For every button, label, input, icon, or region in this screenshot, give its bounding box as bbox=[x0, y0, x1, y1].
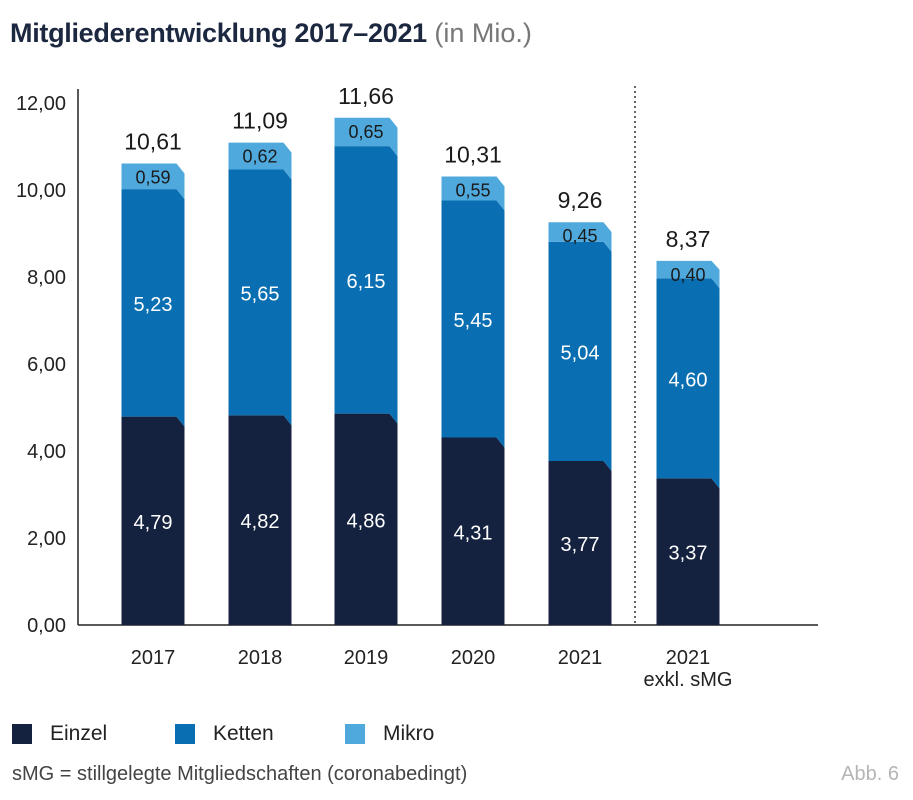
x-tick-label: 2019 bbox=[344, 647, 389, 669]
legend-label-einzel: Einzel bbox=[50, 722, 108, 745]
stacked-bar-chart: 0,00 2,00 4,00 6,00 8,00 10,00 12,00 4,79 5,23 0,… bbox=[16, 83, 818, 691]
total-label: 9,26 bbox=[558, 187, 603, 213]
legend-swatch-einzel bbox=[12, 724, 32, 744]
value-label-ketten: 5,45 bbox=[454, 310, 493, 332]
value-label-mikro: 0,65 bbox=[348, 122, 383, 142]
value-label-einzel: 4,86 bbox=[347, 510, 386, 532]
legend-label-ketten: Ketten bbox=[213, 722, 274, 745]
y-tick-label: 2,00 bbox=[27, 528, 66, 550]
bar-segment-ketten bbox=[656, 278, 720, 489]
x-tick-label: exkl. sMG bbox=[644, 669, 733, 691]
value-label-ketten: 5,23 bbox=[134, 294, 173, 316]
value-label-mikro: 0,55 bbox=[455, 181, 490, 201]
bar-segment-mikro bbox=[121, 163, 185, 200]
title-main: Mitgliederentwicklung 2017–2021 bbox=[10, 18, 427, 48]
y-tick-label: 4,00 bbox=[27, 441, 66, 463]
total-label: 10,31 bbox=[444, 142, 502, 168]
chart-title: Mitgliederentwicklung 2017–2021 (in Mio.… bbox=[10, 18, 532, 49]
y-tick-label: 12,00 bbox=[16, 93, 66, 115]
value-label-mikro: 0,59 bbox=[135, 167, 170, 187]
value-label-einzel: 4,79 bbox=[134, 512, 173, 534]
x-tick-label: 2017 bbox=[131, 647, 176, 669]
bar-segment-einzel bbox=[548, 461, 612, 625]
value-label-einzel: 4,82 bbox=[241, 511, 280, 533]
x-tick-label: 2020 bbox=[451, 647, 496, 669]
value-label-ketten: 5,04 bbox=[561, 342, 600, 364]
figure-number: Abb. 6 bbox=[841, 763, 899, 785]
title-unit: (in Mio.) bbox=[434, 18, 532, 48]
bar-segment-ketten bbox=[228, 169, 292, 426]
legend-item-einzel: Einzel bbox=[12, 722, 107, 746]
x-tick-label: 2021 bbox=[666, 647, 711, 669]
bar-segment-ketten bbox=[334, 146, 398, 424]
bar-segment-mikro bbox=[656, 260, 720, 289]
total-label: 11,66 bbox=[338, 83, 394, 109]
y-tick-label: 6,00 bbox=[27, 354, 66, 376]
bar-segment-mikro bbox=[228, 142, 292, 180]
total-label: 11,09 bbox=[232, 108, 288, 134]
total-label: 10,61 bbox=[124, 128, 182, 154]
value-label-ketten: 5,65 bbox=[241, 283, 280, 305]
legend-item-mikro: Mikro bbox=[345, 722, 434, 746]
bar-segment-mikro bbox=[548, 222, 612, 252]
bar-segment-einzel bbox=[656, 478, 720, 625]
bar-segment-einzel bbox=[441, 437, 505, 625]
bar-segment-mikro bbox=[441, 176, 505, 211]
value-label-ketten: 4,60 bbox=[669, 369, 708, 391]
legend-item-ketten: Ketten bbox=[175, 722, 274, 746]
value-label-ketten: 6,15 bbox=[347, 271, 386, 293]
y-tick-label: 0,00 bbox=[27, 615, 66, 637]
value-label-mikro: 0,40 bbox=[670, 265, 705, 285]
bar-segment-ketten bbox=[121, 189, 185, 427]
bar-segment-ketten bbox=[441, 200, 505, 448]
x-tick-label: 2021 bbox=[558, 647, 603, 669]
bar-segment-einzel bbox=[228, 415, 292, 625]
legend-swatch-mikro bbox=[345, 724, 365, 744]
value-label-mikro: 0,62 bbox=[242, 147, 277, 167]
value-label-einzel: 3,37 bbox=[669, 543, 708, 565]
bar-segment-einzel bbox=[334, 413, 398, 625]
value-label-mikro: 0,45 bbox=[562, 226, 597, 246]
bar-segment-einzel bbox=[121, 416, 185, 625]
bar-segment-ketten bbox=[548, 241, 612, 472]
value-label-einzel: 3,77 bbox=[561, 534, 600, 556]
y-tick-label: 8,00 bbox=[27, 267, 66, 289]
legend-swatch-ketten bbox=[175, 724, 195, 744]
legend-label-mikro: Mikro bbox=[383, 722, 435, 745]
total-label: 8,37 bbox=[666, 226, 711, 252]
footnote: sMG = stillgelegte Mitgliedschaften (cor… bbox=[12, 763, 468, 785]
value-label-einzel: 4,31 bbox=[454, 522, 493, 544]
bar-segment-mikro bbox=[334, 117, 398, 157]
x-tick-label: 2018 bbox=[238, 647, 283, 669]
y-tick-label: 10,00 bbox=[16, 180, 66, 202]
legend: Einzel Ketten Mikro bbox=[12, 722, 902, 746]
